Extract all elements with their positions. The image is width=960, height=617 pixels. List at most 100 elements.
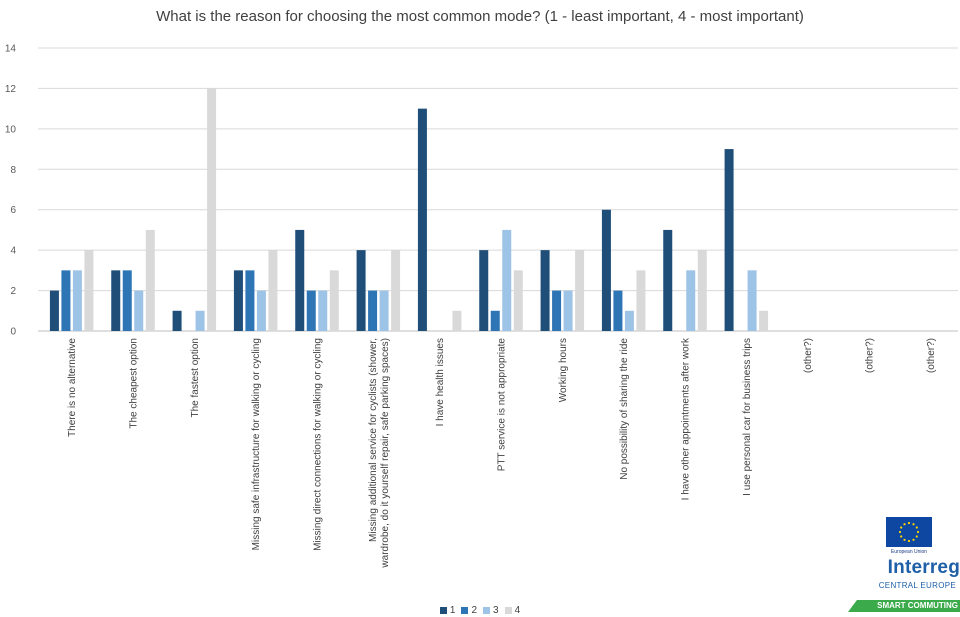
bar-series-2: [122, 270, 132, 331]
x-category-label: Missing safe infrastructure for walking …: [251, 338, 262, 550]
bar-series-4: [391, 250, 401, 331]
bar-series-1: [111, 270, 121, 331]
bar-series-2: [368, 290, 378, 331]
x-category-label: (other?): [803, 338, 814, 373]
bar-series-4: [636, 270, 646, 331]
bar-series-3: [686, 270, 696, 331]
eu-star: [915, 535, 918, 538]
x-category-label: No possibility of sharing the ride: [619, 338, 630, 480]
legend-item: 4: [504, 605, 521, 616]
bar-series-3: [747, 270, 757, 331]
y-tick-label: 12: [5, 84, 17, 95]
legend-label: 4: [514, 605, 521, 616]
eu-star: [903, 523, 906, 526]
x-category-label: I use personal car for business trips: [742, 338, 753, 496]
x-category-label: (other?): [865, 338, 876, 373]
x-category-label: Working hours: [558, 338, 569, 402]
bar-series-3: [195, 310, 205, 331]
x-category-label: I have health issues: [435, 338, 446, 426]
chart-legend: 1 2 3 4: [0, 605, 960, 616]
bar-series-1: [233, 270, 243, 331]
chart-title: What is the reason for choosing the most…: [156, 8, 804, 25]
bar-series-1: [540, 250, 550, 331]
bar-series-1: [724, 149, 734, 331]
bar-series-4: [145, 229, 155, 331]
legend-item: 2: [461, 605, 477, 616]
interreg-logo: European Union Interreg CENTRAL EUROPE S…: [842, 515, 960, 617]
bar-series-1: [295, 229, 305, 331]
bar-series-4: [697, 250, 707, 331]
bar-series-3: [256, 290, 266, 331]
eu-flag-icon: [886, 517, 932, 547]
x-category-label: Missing direct connections for walking o…: [313, 338, 324, 551]
bar-series-1: [663, 229, 673, 331]
legend-item: 3: [483, 605, 499, 616]
eu-star: [903, 538, 906, 541]
bar-series-2: [61, 270, 71, 331]
eu-star: [915, 526, 918, 529]
bar-series-4: [575, 250, 585, 331]
bar-series-3: [134, 290, 144, 331]
bar-series-1: [356, 250, 366, 331]
bar-series-4: [759, 310, 769, 331]
x-category-label: Missing additional service for cyclists …: [368, 338, 379, 542]
eu-star: [912, 538, 915, 541]
eu-star: [907, 539, 911, 543]
eu-star: [898, 530, 902, 534]
y-tick-label: 0: [10, 327, 16, 338]
bar-series-1: [49, 290, 59, 331]
x-category-label: (other?): [926, 338, 937, 373]
bar-series-2: [490, 310, 500, 331]
eu-label: European Union: [890, 549, 928, 555]
x-category-label: The fastest option: [190, 338, 201, 418]
eu-star: [916, 530, 920, 534]
bar-series-1: [601, 209, 611, 331]
bar-series-1: [479, 250, 489, 331]
legend-swatch: [439, 607, 447, 614]
bar-series-2: [613, 290, 623, 331]
y-tick-label: 8: [10, 165, 16, 176]
bar-series-3: [563, 290, 573, 331]
bar-series-1: [172, 310, 182, 331]
legend-swatch: [461, 607, 469, 614]
interreg-brand: Interreg: [887, 557, 960, 578]
eu-star: [900, 535, 903, 538]
bar-series-4: [329, 270, 339, 331]
x-category-label: I have other appointments after work: [681, 337, 692, 500]
bar-series-3: [318, 290, 328, 331]
bar-series-2: [552, 290, 562, 331]
x-category-label: wardrobe, do it yourself repair, safe pa…: [380, 338, 391, 569]
y-tick-label: 4: [10, 246, 16, 257]
eu-star: [912, 523, 915, 526]
legend-label: 3: [493, 605, 499, 616]
eu-star: [907, 521, 911, 525]
bar-series-4: [207, 88, 217, 331]
y-tick-label: 2: [10, 286, 16, 297]
bar-series-4: [452, 310, 462, 331]
x-category-label: There is no alternative: [67, 338, 78, 437]
project-banner: SMART COMMUTING: [848, 600, 960, 612]
y-tick-label: 14: [5, 44, 17, 55]
legend-swatch: [483, 607, 490, 614]
program-name: CENTRAL EUROPE: [878, 581, 956, 590]
bar-series-2: [245, 270, 255, 331]
bar-series-1: [417, 108, 427, 332]
bar-series-2: [306, 290, 316, 331]
bar-series-4: [84, 250, 94, 331]
legend-item: 1: [439, 605, 456, 616]
bar-series-3: [502, 229, 512, 331]
bar-series-4: [513, 270, 523, 331]
x-category-label: PTT service is not appropriate: [497, 338, 508, 472]
bar-series-3: [624, 310, 634, 331]
legend-label: 2: [471, 605, 477, 616]
legend-label: 1: [449, 605, 456, 616]
bar-series-3: [379, 290, 389, 331]
bar-series-4: [268, 250, 278, 331]
bar-series-3: [72, 270, 82, 331]
legend-swatch: [504, 607, 512, 614]
y-tick-label: 6: [10, 205, 16, 216]
eu-star: [900, 526, 903, 529]
y-tick-label: 10: [5, 124, 17, 135]
x-category-label: The cheapest option: [129, 338, 140, 429]
